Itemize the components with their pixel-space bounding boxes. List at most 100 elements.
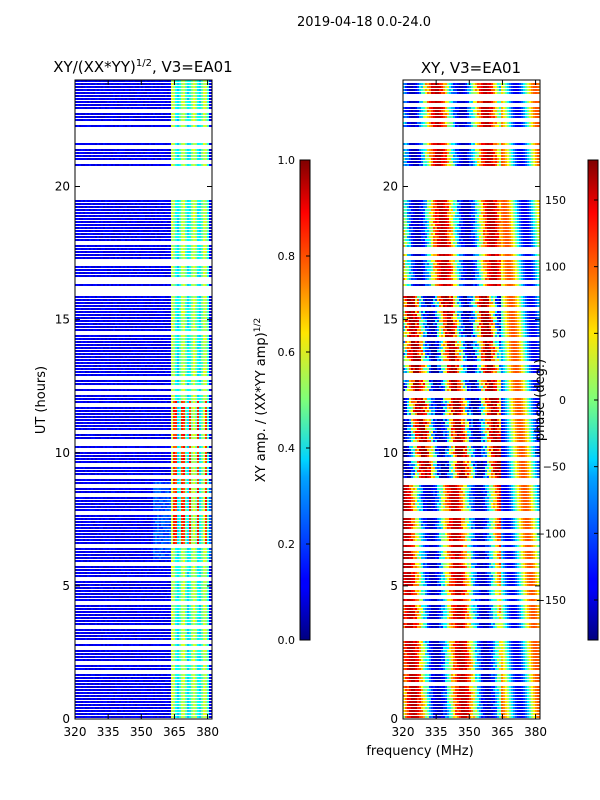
heatmap-cell: [175, 221, 178, 223]
heatmap-cell: [79, 155, 82, 157]
heatmap-cell: [81, 158, 84, 160]
heatmap-cell: [105, 125, 108, 127]
heatmap-cell: [115, 221, 118, 223]
heatmap-cell: [105, 80, 108, 82]
heatmap-cell: [155, 317, 158, 319]
heatmap-cell: [129, 305, 132, 307]
heatmap-cell: [95, 272, 98, 274]
heatmap-cell: [103, 374, 106, 376]
heatmap-cell: [159, 308, 162, 310]
heatmap-cell: [81, 113, 84, 115]
heatmap-cell: [127, 206, 130, 208]
heatmap-row: [75, 89, 212, 91]
heatmap-cell: [111, 323, 114, 325]
heatmap-cell: [179, 224, 182, 226]
heatmap-cell: [95, 335, 98, 337]
heatmap-cell: [107, 245, 110, 247]
heatmap-cell: [165, 200, 168, 202]
heatmap-cell: [81, 326, 84, 328]
heatmap-cell: [103, 359, 106, 361]
heatmap-cell: [119, 158, 122, 160]
heatmap-cell: [133, 338, 136, 340]
heatmap-cell: [183, 323, 186, 325]
heatmap-cell: [87, 218, 90, 220]
heatmap-cell: [133, 350, 136, 352]
heatmap-cell: [139, 143, 142, 145]
heatmap-cell: [117, 359, 120, 361]
heatmap-cell: [115, 95, 118, 97]
heatmap-cell: [153, 344, 156, 346]
heatmap-cell: [107, 221, 110, 223]
heatmap-cell: [81, 209, 84, 211]
heatmap-cell: [191, 314, 194, 316]
heatmap-cell: [121, 212, 124, 214]
heatmap-cell: [207, 338, 210, 340]
heatmap-cell: [103, 89, 106, 91]
heatmap-cell: [173, 164, 176, 166]
heatmap-cell: [203, 311, 206, 313]
heatmap-cell: [191, 374, 194, 376]
heatmap-cell: [123, 275, 126, 277]
heatmap-cell: [79, 383, 82, 385]
heatmap-cell: [89, 248, 92, 250]
heatmap-cell: [105, 359, 108, 361]
heatmap-cell: [197, 305, 200, 307]
heatmap-cell: [163, 314, 166, 316]
heatmap-cell: [157, 233, 160, 235]
heatmap-cell: [175, 245, 178, 247]
heatmap-cell: [197, 239, 200, 241]
heatmap-cell: [145, 248, 148, 250]
heatmap-cell: [191, 89, 194, 91]
heatmap-cell: [91, 383, 94, 385]
heatmap-cell: [191, 356, 194, 358]
heatmap-cell: [171, 212, 174, 214]
heatmap-cell: [153, 113, 156, 115]
heatmap-cell: [155, 200, 158, 202]
heatmap-cell: [77, 119, 80, 121]
heatmap-cell: [85, 233, 88, 235]
heatmap-cell: [159, 341, 162, 343]
heatmap-cell: [113, 107, 116, 109]
heatmap-cell: [119, 320, 122, 322]
heatmap-cell: [99, 104, 102, 106]
heatmap-cell: [201, 233, 204, 235]
heatmap-cell: [195, 116, 198, 118]
heatmap-cell: [101, 233, 104, 235]
heatmap-cell: [137, 107, 140, 109]
heatmap-cell: [159, 107, 162, 109]
heatmap-cell: [189, 323, 192, 325]
heatmap-cell: [79, 269, 82, 271]
heatmap-cell: [207, 116, 210, 118]
heatmap-cell: [97, 383, 100, 385]
heatmap-cell: [179, 341, 182, 343]
heatmap-cell: [193, 257, 196, 259]
heatmap-cell: [167, 329, 170, 331]
heatmap-cell: [117, 362, 120, 364]
heatmap-cell: [99, 296, 102, 298]
heatmap-cell: [121, 158, 124, 160]
heatmap-cell: [133, 239, 136, 241]
heatmap-cell: [127, 323, 130, 325]
heatmap-cell: [193, 272, 196, 274]
heatmap-cell: [103, 344, 106, 346]
heatmap-cell: [137, 164, 140, 166]
heatmap-cell: [101, 335, 104, 337]
heatmap-cell: [193, 380, 196, 382]
heatmap-cell: [157, 224, 160, 226]
heatmap-cell: [201, 338, 204, 340]
heatmap-cell: [91, 329, 94, 331]
heatmap-cell: [127, 155, 130, 157]
heatmap-cell: [157, 155, 160, 157]
heatmap-cell: [137, 350, 140, 352]
heatmap-cell: [79, 362, 82, 364]
heatmap-cell: [137, 206, 140, 208]
heatmap-cell: [207, 158, 210, 160]
heatmap-cell: [81, 335, 84, 337]
heatmap-cell: [129, 359, 132, 361]
heatmap-cell: [101, 143, 104, 145]
heatmap-cell: [193, 308, 196, 310]
heatmap-cell: [185, 152, 188, 154]
heatmap-cell: [153, 125, 156, 127]
heatmap-cell: [135, 125, 138, 127]
heatmap-cell: [79, 275, 82, 277]
